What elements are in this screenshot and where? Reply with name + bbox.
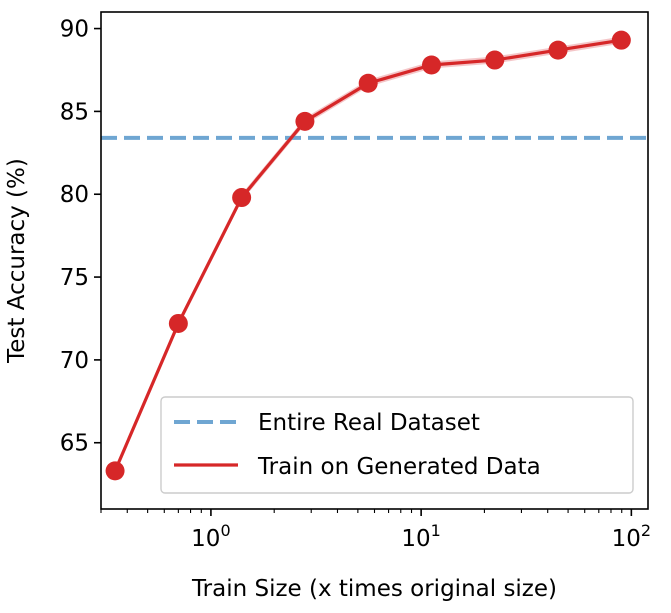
x-tick-exponent: 2 bbox=[641, 521, 651, 540]
legend-label-generated: Train on Generated Data bbox=[257, 454, 541, 480]
x-tick-base: 10 bbox=[191, 526, 220, 552]
y-axis-label: Test Accuracy (%) bbox=[4, 158, 30, 364]
data-point-4 bbox=[295, 111, 315, 131]
legend-box bbox=[160, 396, 634, 494]
data-point-6 bbox=[421, 55, 441, 75]
x-axis-label: Train Size (x times original size) bbox=[191, 576, 557, 602]
x-tick-base: 10 bbox=[401, 526, 430, 552]
y-tick-label: 90 bbox=[60, 17, 89, 43]
x-tick-label: 101 bbox=[401, 521, 440, 552]
x-tick-exponent: 0 bbox=[220, 521, 230, 540]
y-tick-label: 75 bbox=[60, 265, 89, 291]
x-tick-label: 102 bbox=[612, 521, 651, 552]
x-tick-base: 10 bbox=[612, 526, 641, 552]
y-tick-label: 65 bbox=[60, 431, 89, 457]
data-point-5 bbox=[358, 73, 378, 93]
x-tick-label: 100 bbox=[191, 521, 230, 552]
legend: Entire Real Dataset Train on Generated Da… bbox=[160, 396, 634, 494]
data-point-9 bbox=[611, 30, 631, 50]
plot-area bbox=[101, 30, 648, 481]
data-point-3 bbox=[232, 188, 252, 208]
data-point-8 bbox=[548, 40, 568, 60]
data-point-1 bbox=[105, 461, 125, 481]
y-tick-label: 80 bbox=[60, 182, 89, 208]
data-point-2 bbox=[168, 313, 188, 333]
legend-label-real-dataset: Entire Real Dataset bbox=[258, 410, 480, 436]
x-tick-exponent: 1 bbox=[431, 521, 441, 540]
y-tick-label: 85 bbox=[60, 99, 89, 125]
y-tick-label: 70 bbox=[60, 348, 89, 374]
data-point-7 bbox=[485, 50, 505, 70]
